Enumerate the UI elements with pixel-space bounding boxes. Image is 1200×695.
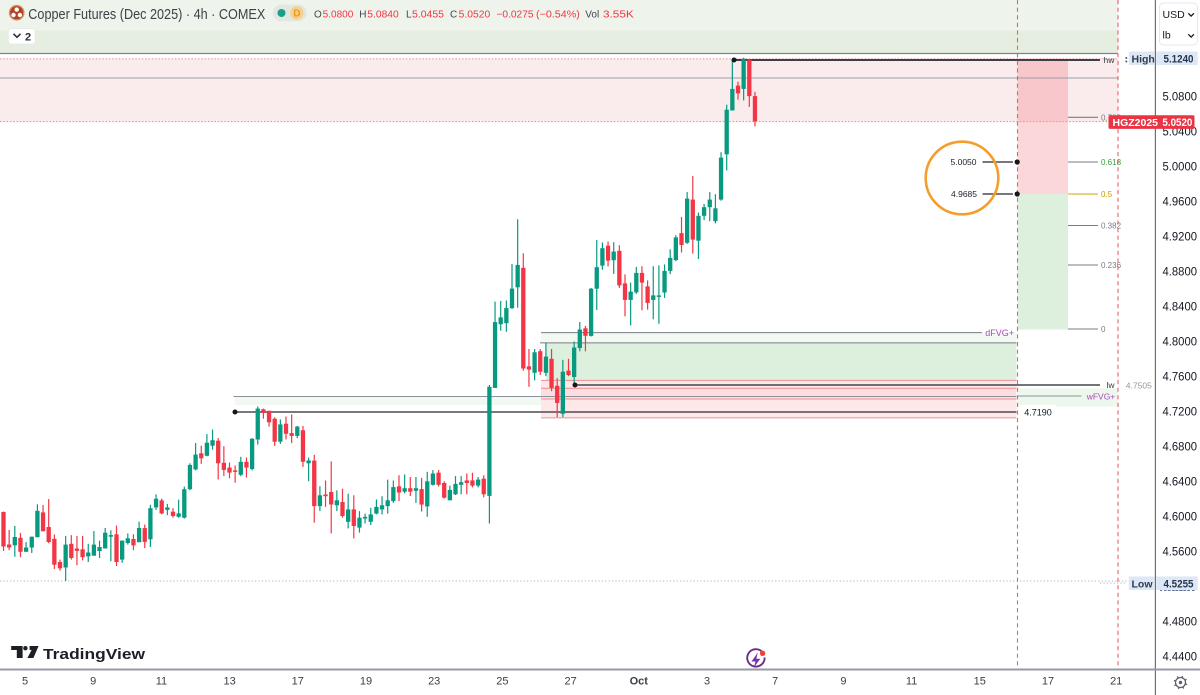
svg-text:wFVG+: wFVG+ [1086,391,1116,401]
svg-text:7: 7 [772,676,778,688]
svg-text:−0.0275: −0.0275 [497,10,534,21]
svg-text:hw: hw [1104,55,1116,65]
svg-text:5.0050: 5.0050 [951,157,977,167]
svg-text:2: 2 [25,31,31,43]
svg-text:3: 3 [704,676,710,688]
svg-text:0: 0 [1101,325,1106,334]
svg-text:4.7200: 4.7200 [1163,406,1198,418]
svg-text:4.6400: 4.6400 [1163,476,1198,488]
svg-text:Low: Low [1132,578,1154,590]
svg-text:HGZ2025: HGZ2025 [1113,117,1159,129]
svg-text:5: 5 [22,676,28,688]
svg-text:4.7190: 4.7190 [1024,407,1052,417]
svg-text:11: 11 [906,676,917,688]
svg-text:27: 27 [564,676,576,688]
svg-text:17: 17 [292,676,304,688]
svg-text:9: 9 [90,676,96,688]
svg-text:5.0000: 5.0000 [1163,162,1198,174]
svg-text:5.0400: 5.0400 [1163,127,1198,139]
svg-text:O: O [314,10,322,21]
svg-text:9: 9 [840,676,846,688]
svg-text:17: 17 [1042,676,1054,688]
svg-text:5.0840: 5.0840 [367,10,399,21]
svg-text:H: H [359,10,366,21]
svg-text:4.9200: 4.9200 [1163,232,1198,244]
svg-text:L: L [406,10,412,21]
svg-text:4.8400: 4.8400 [1163,302,1198,314]
svg-text:Copper Futures (Dec 2025) · 4h: Copper Futures (Dec 2025) · 4h · COMEX [28,6,265,23]
svg-text:0.5: 0.5 [1101,190,1113,199]
svg-text:(−0.54%): (−0.54%) [536,10,580,21]
svg-text:19: 19 [360,676,372,688]
svg-text:13: 13 [223,676,235,688]
svg-text:USD: USD [1163,9,1186,21]
svg-text:4.7505: 4.7505 [1126,380,1152,390]
svg-text:4.9685: 4.9685 [951,189,977,199]
svg-text:TradingView: TradingView [43,647,146,663]
svg-text:D: D [293,9,300,20]
svg-text:4.4400: 4.4400 [1163,651,1198,663]
svg-text:4.5255: 4.5255 [1164,579,1194,591]
svg-text:4.4800: 4.4800 [1163,616,1198,628]
svg-text:4.5600: 4.5600 [1163,546,1198,558]
svg-text:21: 21 [1110,676,1122,688]
svg-text:0.382: 0.382 [1101,222,1122,231]
svg-text:4.8000: 4.8000 [1163,337,1198,349]
svg-text:25: 25 [496,676,508,688]
svg-text:Vol: Vol [585,10,599,21]
svg-text:4.9600: 4.9600 [1163,197,1198,209]
svg-text:5.0800: 5.0800 [323,10,354,21]
svg-text:4.7600: 4.7600 [1163,371,1198,383]
svg-text:lb: lb [1163,30,1171,42]
svg-text:0.236: 0.236 [1101,261,1122,270]
svg-text:dFVG+: dFVG+ [985,328,1014,338]
svg-text:15: 15 [974,676,986,688]
svg-text:Oct: Oct [630,676,649,688]
svg-text:4.6800: 4.6800 [1163,441,1198,453]
svg-text:5.0520: 5.0520 [459,10,491,21]
svg-text:11: 11 [156,676,167,688]
svg-text:4.8800: 4.8800 [1163,267,1198,279]
svg-text:4.6000: 4.6000 [1163,511,1198,523]
svg-text:C: C [450,10,457,21]
svg-text:3.55K: 3.55K [603,10,634,21]
svg-text:0.618: 0.618 [1101,158,1122,167]
svg-text:lw: lw [1107,380,1116,390]
svg-text:5.0520: 5.0520 [1162,117,1192,129]
svg-text:5.0800: 5.0800 [1163,92,1198,104]
svg-text:5.0455: 5.0455 [412,10,444,21]
svg-text:High: High [1132,54,1155,66]
svg-text:5.1240: 5.1240 [1164,54,1194,66]
svg-text:23: 23 [428,676,440,688]
